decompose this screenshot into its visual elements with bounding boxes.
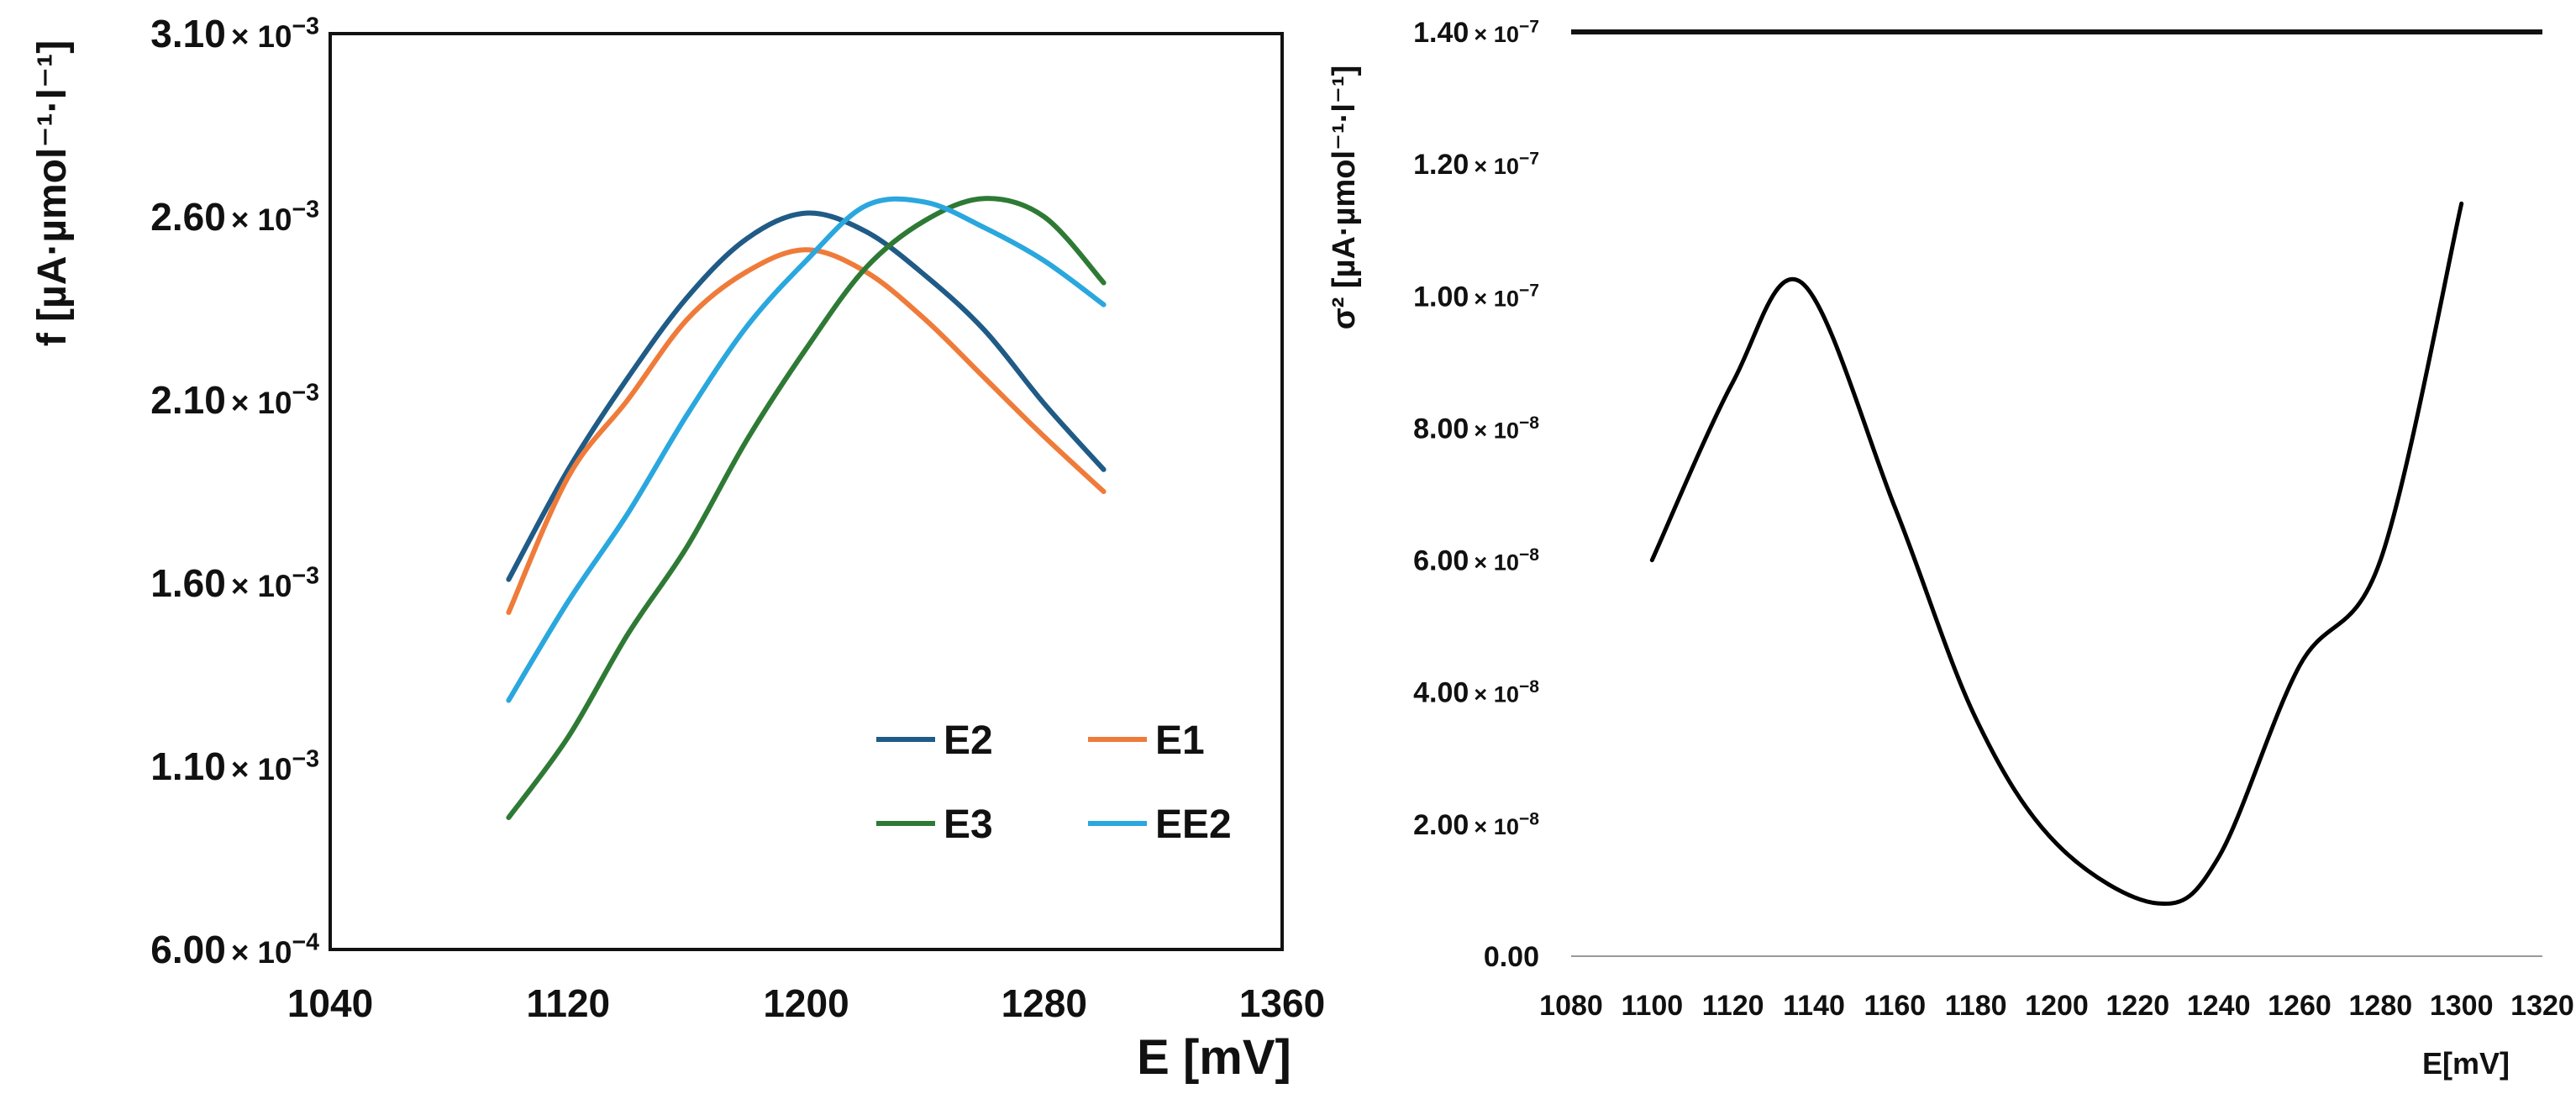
right-y-tick-label: 2.00 × 10−8 [1413,809,1539,841]
left-series-lines [506,196,1107,820]
right-x-tick-label: 1300 [2430,990,2494,1022]
left-x-axis-title: E [mV] [1137,1030,1291,1085]
right-x-axis-title: E[mV] [2422,1046,2510,1081]
series-line-e1 [506,247,1107,615]
right-x-tick-label: 1140 [1783,990,1845,1022]
left-x-tick-label: 1040 [287,981,373,1025]
right-x-tick-label: 1180 [1945,990,2007,1022]
left-y-axis-title: f [µA·µmol⁻¹·l⁻¹] [30,40,75,347]
series-line-variance [1649,201,2464,906]
right-x-tick-label: 1160 [1864,990,1926,1022]
right-y-tick-label: 8.00 × 10−8 [1413,413,1539,444]
chart-right: 0.00 2.00 × 10−8 4.00 × 10−8 6.00 × 10−8 8.00 × … [1327,17,2574,1081]
right-y-tick-label: 6.00 × 10−8 [1413,545,1539,577]
right-x-tick-label: 1240 [2187,990,2251,1022]
right-x-tick-label: 1120 [1702,990,1764,1022]
left-x-tick-label: 1280 [1001,981,1087,1025]
left-x-tick-label: 1200 [763,981,849,1025]
left-plot-frame [329,32,1284,951]
series-line-e2 [506,210,1107,582]
legend-label-ee2: EE2 [1155,802,1232,847]
right-y-tick-label: 4.00 × 10−8 [1413,677,1539,709]
right-x-tick-label: 1080 [1539,990,1603,1022]
legend-label-e3: E3 [944,802,993,847]
left-x-tick-labels: 1040 1120 1200 1280 1360 [287,981,1325,1025]
left-y-tick-label: 2.60 × 10−3 [150,195,319,239]
right-x-tick-label: 1320 [2510,990,2574,1022]
left-legend: E2 E1 E3 EE2 [876,718,1232,847]
right-x-tick-label: 1200 [2025,990,2089,1022]
legend-label-e2: E2 [944,718,993,763]
legend-label-e1: E1 [1155,718,1205,763]
left-y-tick-label: 3.10 × 10−3 [150,12,319,55]
right-x-tick-labels: 1080 1100 1120 1140 1160 1180 1200 1220 1240 1260… [1539,990,2574,1022]
right-series-lines [1649,201,2464,906]
left-x-tick-label: 1360 [1239,981,1325,1025]
right-x-tick-label: 1100 [1621,990,1683,1022]
right-y-axis-title: σ² [µA·µmol⁻¹·l⁻¹] [1327,66,1362,330]
right-y-tick-labels: 0.00 2.00 × 10−8 4.00 × 10−8 6.00 × 10−8 8.00 × … [1413,17,1539,973]
right-y-tick-label: 1.00 × 10−7 [1413,281,1539,313]
right-x-tick-label: 1280 [2349,990,2413,1022]
right-y-tick-label: 1.40 × 10−7 [1413,17,1539,49]
left-y-tick-label: 6.00 × 10−4 [150,928,319,971]
right-y-tick-label: 0.00 [1484,941,1539,973]
series-line-e3 [506,196,1107,820]
left-y-tick-label: 1.60 × 10−3 [150,561,319,605]
left-y-tick-labels: 6.00 × 10−4 1.10 × 10−3 1.60 × 10−3 2.10 × 10−3… [150,12,319,971]
left-axes [329,32,1284,951]
left-y-tick-label: 2.10 × 10−3 [150,378,319,422]
series-line-ee2 [506,196,1107,703]
chart-left: 6.00 × 10−4 1.10 × 10−3 1.60 × 10−3 2.10 × 10−3… [30,12,1325,1085]
left-y-tick-label: 1.10 × 10−3 [150,744,319,788]
right-x-tick-label: 1260 [2268,990,2332,1022]
right-x-tick-label: 1220 [2106,990,2170,1022]
left-x-tick-label: 1120 [526,981,610,1025]
right-y-tick-label: 1.20 × 10−7 [1413,149,1539,181]
